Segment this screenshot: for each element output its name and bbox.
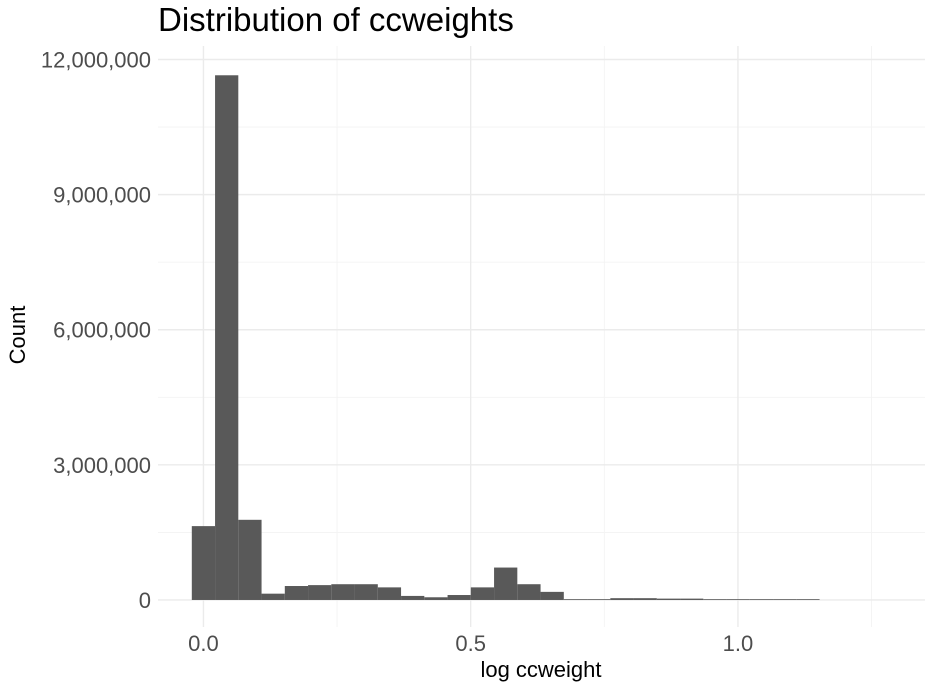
- histogram-bar-17: [587, 599, 611, 600]
- y-tick-label-0: 0: [139, 588, 151, 613]
- histogram-bar-10: [424, 597, 448, 600]
- minor-gridlines: [158, 46, 925, 627]
- y-axis-title: Count: [5, 306, 30, 365]
- histogram-bar-16: [563, 599, 588, 600]
- histogram-bar-11: [447, 595, 471, 600]
- x-axis-tick-labels: 0.0 0.5 1.0: [188, 631, 753, 656]
- y-tick-label-3: 9,000,000: [53, 183, 151, 208]
- histogram-bar-19: [633, 598, 657, 600]
- x-axis-title: log ccweight: [480, 657, 601, 682]
- y-tick-label-4: 12,000,000: [41, 48, 151, 73]
- histogram-bar-21: [680, 598, 704, 600]
- x-tick-label-2: 1.0: [723, 631, 754, 656]
- y-axis-tick-labels: 0 3,000,000 6,000,000 9,000,000 12,000,000: [41, 48, 151, 613]
- histogram-bar-2: [238, 519, 262, 600]
- histogram-bar-22: [703, 599, 727, 600]
- histogram-bar-24: [749, 599, 774, 600]
- histogram-bar-4: [284, 586, 309, 600]
- histogram-bar-5: [308, 585, 332, 600]
- histogram-bar-12: [470, 587, 495, 600]
- histogram-bar-13: [494, 567, 518, 600]
- histogram-bars: [191, 75, 820, 600]
- histogram-bar-7: [354, 584, 378, 600]
- histogram-bar-8: [377, 587, 402, 600]
- y-tick-label-1: 3,000,000: [53, 453, 151, 478]
- x-tick-label-0: 0.0: [188, 631, 219, 656]
- histogram-bar-25: [773, 599, 797, 600]
- major-gridlines: [158, 46, 925, 627]
- histogram-bar-1: [215, 75, 239, 600]
- chart-title: Distribution of ccweights: [158, 1, 514, 38]
- histogram-bar-23: [726, 599, 750, 600]
- histogram-bar-18: [610, 598, 634, 600]
- histogram-bar-0: [191, 526, 216, 600]
- histogram-bar-26: [796, 599, 820, 600]
- x-tick-label-1: 0.5: [455, 631, 486, 656]
- histogram-bar-14: [517, 584, 541, 600]
- histogram-bar-15: [540, 591, 564, 600]
- histogram-bar-9: [401, 595, 425, 600]
- y-tick-label-2: 6,000,000: [53, 318, 151, 343]
- histogram-bar-3: [261, 593, 285, 600]
- histogram-bar-20: [656, 598, 681, 600]
- histogram-bar-6: [331, 584, 355, 600]
